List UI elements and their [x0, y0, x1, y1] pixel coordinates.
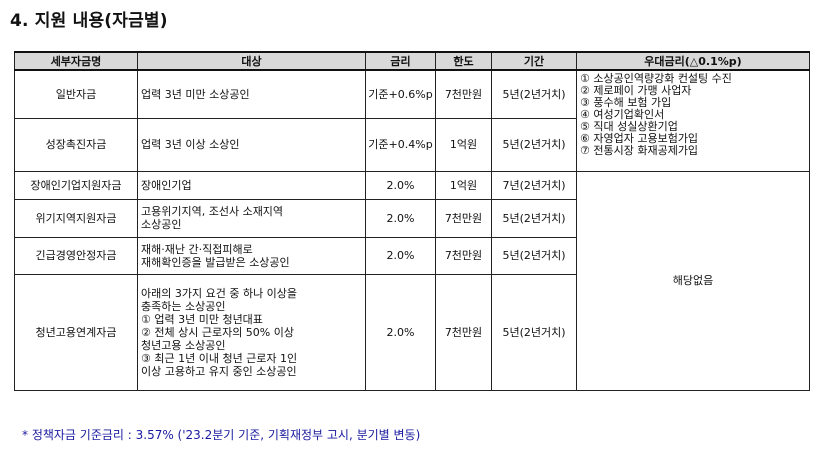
fund-target: 재해·재난 간·직접피해로 재해확인증을 발급받은 소상공인 [137, 236, 366, 275]
benefit-item: ④ 여성기업확인서 [580, 108, 665, 121]
benefit-item: ⑤ 직대 성실상환기업 [580, 120, 678, 133]
section-title: 4. 지원 내용(자금별) [10, 11, 168, 31]
fund-rate: 2.0% [365, 198, 436, 238]
table-header-row: 세부자금명 대상 금리 한도 기간 우대금리(△0.1%p) [14, 51, 810, 71]
benefit-item: ③ 풍수해 보험 가입 [580, 96, 672, 109]
fund-target: 고용위기지역, 조선사 소재지역 소상공인 [137, 198, 366, 238]
fund-target: 장애인기업 [137, 170, 366, 200]
fund-limit: 7천만원 [435, 69, 492, 119]
header-rate: 금리 [365, 51, 436, 71]
table-row: 장애인기업지원자금 장애인기업 2.0% 1억원 7년(2년거치) 해당없음 [14, 170, 810, 391]
fund-rate: 2.0% [365, 273, 436, 391]
fund-name: 일반자금 [14, 69, 138, 119]
header-limit: 한도 [435, 51, 492, 71]
fund-limit: 1억원 [435, 117, 492, 172]
fund-name: 성장촉진자금 [14, 117, 138, 172]
header-period: 기간 [491, 51, 577, 71]
fund-target: 업력 3년 이상 소상인 [137, 117, 366, 172]
fund-table: 세부자금명 대상 금리 한도 기간 우대금리(△0.1%p) 일반자금 업력 3… [14, 51, 810, 391]
fund-period: 5년(2년거치) [491, 117, 577, 172]
fund-period: 5년(2년거치) [491, 69, 577, 119]
preferential-rate-list: ① 소상공인역량강화 컨설팅 수진 ② 제로페이 가맹 사업자 ③ 풍수해 보험… [576, 69, 810, 172]
fund-period: 5년(2년거치) [491, 273, 577, 391]
fund-limit: 7천만원 [435, 236, 492, 275]
fund-target: 업력 3년 미만 소상공인 [137, 69, 366, 119]
fund-rate: 기준+0.4%p [365, 117, 436, 172]
fund-limit: 7천만원 [435, 198, 492, 238]
fund-rate: 기준+0.6%p [365, 69, 436, 119]
fund-limit: 1억원 [435, 170, 492, 200]
benefit-item: ② 제로페이 가맹 사업자 [580, 84, 692, 97]
table-row: 청년고용연계자금 아래의 3가지 요건 중 하나 이상을 충족하는 소상공인 ①… [14, 273, 810, 391]
benefit-item: ⑦ 전통시장 화재공제가입 [580, 144, 699, 157]
fund-rate: 2.0% [365, 236, 436, 275]
fund-rate: 2.0% [365, 170, 436, 200]
fund-name: 청년고용연계자금 [14, 273, 138, 391]
header-fund-name: 세부자금명 [14, 51, 138, 71]
fund-period: 5년(2년거치) [491, 198, 577, 238]
fund-name: 장애인기업지원자금 [14, 170, 138, 200]
header-preferential-rate: 우대금리(△0.1%p) [576, 51, 810, 71]
fund-target: 아래의 3가지 요건 중 하나 이상을 충족하는 소상공인 ① 업력 3년 미만… [137, 273, 366, 391]
base-rate-footnote: * 정책자금 기준금리 : 3.57% ('23.2분기 기준, 기획재정부 고… [22, 428, 421, 442]
table-row: 긴급경영안정자금 재해·재난 간·직접피해로 재해확인증을 발급받은 소상공인 … [14, 236, 810, 275]
benefit-item: ⑥ 자영업자 고용보험가입 [580, 132, 699, 145]
fund-limit: 7천만원 [435, 273, 492, 391]
table-row: 일반자금 업력 3년 미만 소상공인 기준+0.6%p 7천만원 5년(2년거치… [14, 69, 810, 172]
fund-period: 5년(2년거치) [491, 236, 577, 275]
no-benefit-cell: 해당없음 [576, 170, 810, 391]
fund-period: 7년(2년거치) [491, 170, 577, 200]
fund-name: 긴급경영안정자금 [14, 236, 138, 275]
fund-name: 위기지역지원자금 [14, 198, 138, 238]
header-target: 대상 [137, 51, 366, 71]
benefit-item: ① 소상공인역량강화 컨설팅 수진 [580, 72, 732, 85]
